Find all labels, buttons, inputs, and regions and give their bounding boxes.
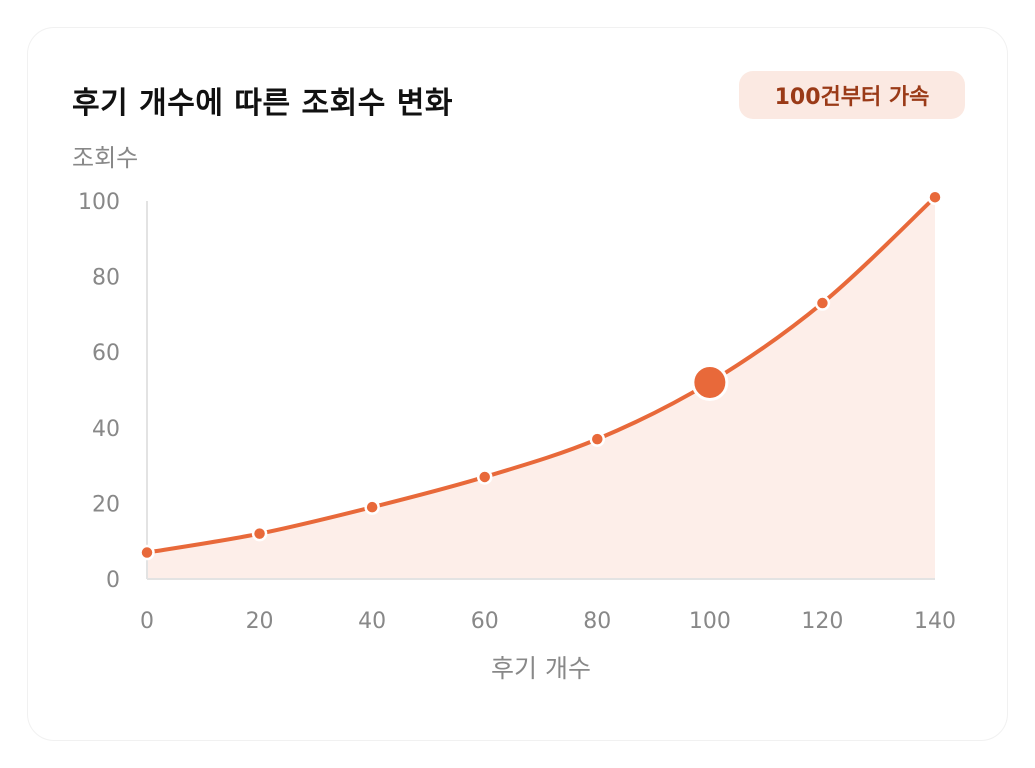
x-tick-label: 140 (914, 609, 956, 634)
data-point (251, 525, 268, 542)
data-point (476, 469, 493, 485)
highlight-point (691, 363, 729, 401)
y-tick-label: 20 (92, 492, 120, 517)
area-layer (147, 197, 935, 579)
area-fill (147, 197, 935, 579)
data-point (589, 431, 606, 447)
data-point (139, 544, 155, 561)
y-tick-label: 60 (92, 341, 120, 366)
y-tick-label: 40 (92, 417, 120, 442)
data-point (814, 295, 831, 311)
x-tick-label: 80 (583, 609, 611, 634)
y-tick-label: 0 (106, 568, 120, 593)
y-tick-label: 80 (92, 266, 120, 291)
y-axis-label: 조회수 (72, 144, 138, 172)
axis-layer (146, 201, 935, 580)
x-tick-label: 60 (471, 609, 499, 634)
acceleration-badge: 100건부터 가속 (739, 71, 965, 119)
x-tick-label: 20 (246, 609, 274, 634)
x-tick-label: 0 (140, 609, 154, 634)
chart-title: 후기 개수에 따른 조회수 변화 (72, 86, 453, 121)
x-tick-label: 120 (801, 609, 843, 634)
point-layer (139, 189, 943, 561)
data-point (927, 189, 943, 205)
y-tick-label: 100 (78, 190, 120, 215)
x-tick-label: 100 (689, 609, 731, 634)
x-tick-label: 40 (358, 609, 386, 634)
data-point (364, 499, 380, 515)
x-axis-label: 후기 개수 (491, 654, 591, 683)
